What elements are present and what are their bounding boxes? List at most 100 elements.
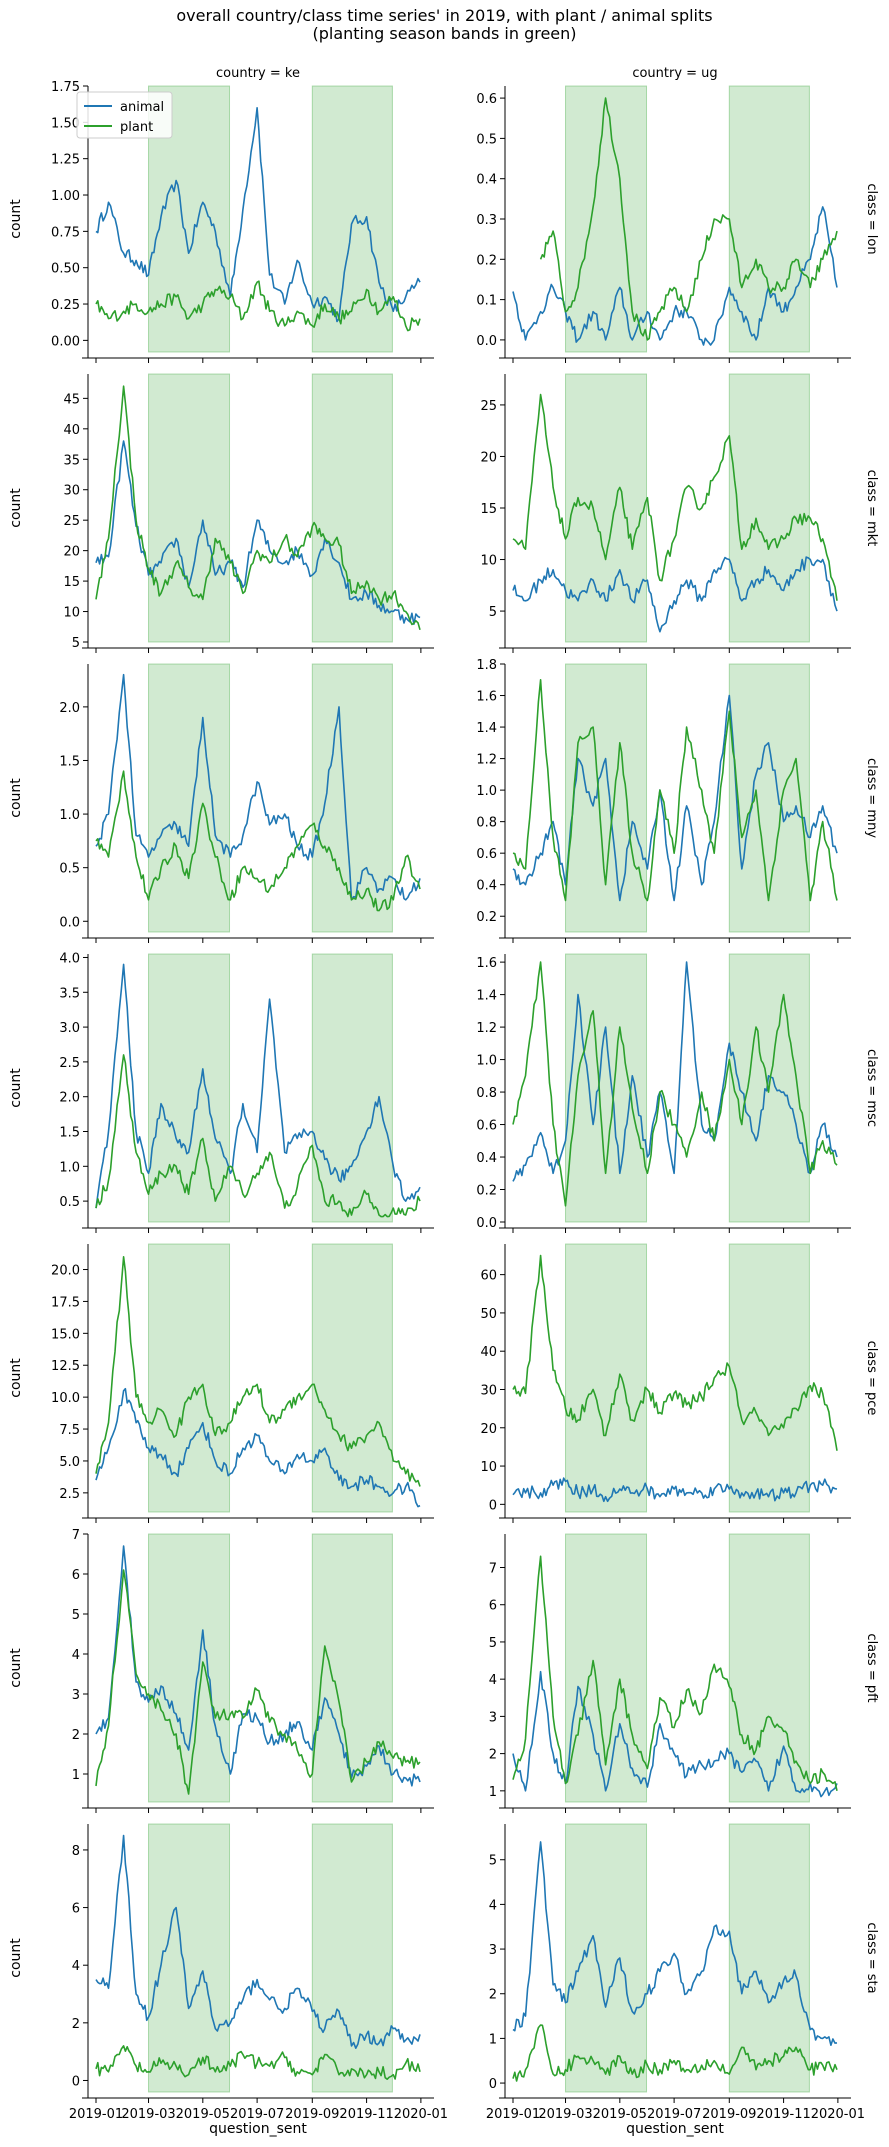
y-tick-label: 40: [480, 1345, 497, 1360]
y-tick-label: 25: [63, 514, 80, 529]
x-tick-label: 2019-05: [176, 2107, 230, 2122]
y-tick-label: 2.5: [59, 1487, 80, 1502]
x-tick-label: 2019-01: [486, 2107, 540, 2122]
planting-band: [565, 663, 648, 933]
y-tick-label: 2: [72, 1728, 80, 1743]
y-tick-label: 30: [63, 484, 80, 499]
series-line-animal: [512, 694, 838, 902]
planting-band: [148, 373, 231, 643]
panel-ug-pce: 0 10 20 30 40 50 60 class = pce: [480, 1243, 879, 1523]
series-line-plant: [512, 1555, 838, 1791]
y-axis-label: count: [8, 1648, 24, 1688]
y-tick-label: 0.50: [51, 262, 80, 277]
panel-ug-msc: 0.0 0.2 0.4 0.6 0.8 1.0 1.2 1.4 1.6 class = msc: [476, 953, 879, 1233]
panel-ke-mkt: 5 10 15 20 25 30 35 40 45 count: [8, 373, 434, 653]
y-tick-label: 0.8: [476, 1086, 497, 1101]
series-line-plant: [95, 1569, 421, 1795]
y-tick-label: 0.25: [51, 298, 80, 313]
y-tick-label: 2.0: [59, 1091, 80, 1106]
y-tick-label: 25: [480, 399, 497, 414]
planting-band: [311, 1243, 393, 1513]
series-line-plant: [512, 1254, 838, 1451]
y-tick-label: 0.0: [59, 915, 80, 930]
y-tick-label: 0: [489, 2077, 497, 2092]
y-tick-label: 0.6: [476, 847, 497, 862]
y-tick-label: 5.0: [59, 1455, 80, 1470]
y-tick-label: 35: [63, 453, 80, 468]
y-tick-label: 20: [480, 450, 497, 465]
y-axis-label: count: [8, 488, 24, 528]
series-line-animal: [512, 556, 838, 633]
series-line-plant: [512, 393, 838, 601]
planting-band: [311, 663, 393, 933]
y-tick-label: 0.2: [476, 1184, 497, 1199]
y-axis-label: count: [8, 1068, 24, 1108]
y-tick-label: 0.8: [476, 816, 497, 831]
panel-ug-mny: 0.2 0.4 0.6 0.8 1.0 1.2 1.4 1.6 1.8 class = mny: [476, 658, 879, 943]
planting-band: [728, 1533, 810, 1803]
planting-band: [311, 953, 393, 1223]
y-tick-label: 1.5: [59, 754, 80, 769]
y-tick-label: 6: [72, 1568, 80, 1583]
y-tick-label: 1.25: [51, 153, 80, 168]
legend-label-plant: plant: [120, 120, 153, 135]
legend: animal plant: [76, 91, 173, 139]
y-tick-label: 0.3: [476, 213, 497, 228]
column-title-0: country = ke: [216, 66, 300, 81]
planting-band: [148, 1533, 231, 1803]
planting-band: [148, 953, 231, 1223]
y-tick-label: 1.6: [476, 956, 497, 971]
y-tick-label: 4: [489, 1898, 497, 1913]
series-line-animal: [95, 1834, 421, 2049]
y-tick-label: 5: [489, 1636, 497, 1651]
y-tick-label: 0.6: [476, 1119, 497, 1134]
y-tick-label: 3.0: [59, 1021, 80, 1036]
y-tick-label: 30: [480, 1383, 497, 1398]
planting-band: [311, 1823, 393, 2093]
x-tick-label: 2019-07: [230, 2107, 284, 2122]
y-tick-label: 0.0: [476, 334, 497, 349]
x-tick-label: 2019-03: [538, 2107, 592, 2122]
y-tick-label: 1.8: [476, 658, 497, 673]
y-tick-label: 3: [489, 1943, 497, 1958]
x-tick-label: 2019-11: [756, 2107, 810, 2122]
y-tick-label: 10: [63, 606, 80, 621]
row-title: class = mny: [864, 758, 879, 838]
y-tick-label: 45: [63, 392, 80, 407]
series-line-plant: [95, 770, 421, 912]
planting-band: [311, 1533, 393, 1803]
y-tick-label: 3: [489, 1710, 497, 1725]
y-axis-label: count: [8, 1358, 24, 1398]
row-title: class = mkt: [864, 470, 879, 547]
y-tick-label: 1: [489, 1785, 497, 1800]
y-tick-label: 4.0: [59, 951, 80, 966]
y-tick-label: 0.5: [476, 132, 497, 147]
y-tick-label: 1.5: [59, 1126, 80, 1141]
y-tick-label: 1.0: [476, 784, 497, 799]
series-line-animal: [95, 1545, 421, 1787]
y-tick-label: 7: [489, 1562, 497, 1577]
y-tick-label: 0: [72, 2074, 80, 2089]
y-tick-label: 50: [480, 1307, 497, 1322]
planting-band: [148, 663, 231, 933]
x-tick-label: 2019-01: [69, 2107, 123, 2122]
y-tick-label: 0.2: [476, 910, 497, 925]
series-line-plant: [95, 1256, 421, 1487]
y-tick-label: 0.5: [59, 862, 80, 877]
y-tick-label: 1.75: [51, 80, 80, 95]
y-tick-label: 0.2: [476, 253, 497, 268]
series-line-plant: [95, 1054, 421, 1218]
y-tick-label: 1.0: [59, 1160, 80, 1175]
y-tick-label: 10.0: [51, 1391, 80, 1406]
planting-band: [728, 373, 810, 643]
y-tick-label: 15: [63, 575, 80, 590]
planting-band: [728, 85, 810, 353]
series-line-plant: [512, 679, 838, 902]
y-tick-label: 5: [72, 1608, 80, 1623]
x-axis-label-1: question_sent: [626, 2121, 724, 2137]
y-tick-label: 10: [480, 554, 497, 569]
y-axis-label: count: [8, 199, 24, 239]
